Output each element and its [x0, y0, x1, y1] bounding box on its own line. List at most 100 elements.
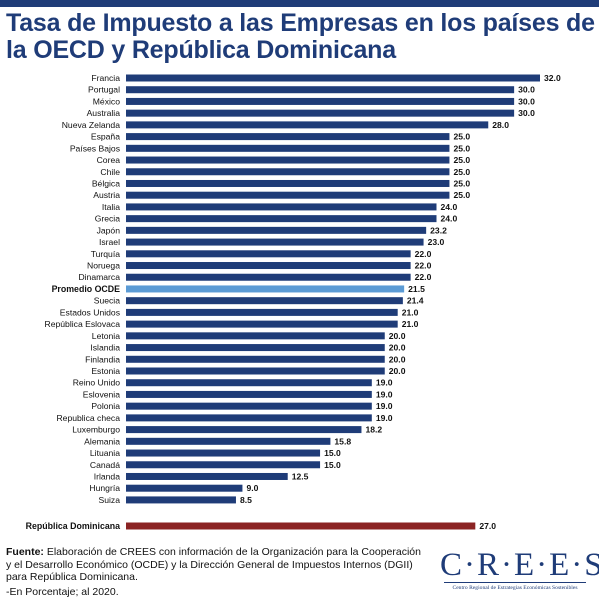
- category-label-canada: Canadá: [90, 460, 120, 470]
- category-label-hungria: Hungría: [89, 483, 120, 493]
- value-label-promedio-ocde: 21.5: [408, 284, 425, 294]
- value-label-letonia: 20.0: [389, 331, 406, 341]
- bar-canada: [126, 461, 321, 469]
- value-label-israel: 23.0: [428, 237, 445, 247]
- value-label-paises-bajos: 25.0: [453, 143, 470, 153]
- bar-polonia: [126, 402, 372, 410]
- category-label-irlanda: Irlanda: [94, 471, 120, 481]
- bar-reino-unido: [126, 379, 372, 387]
- category-label-nueva-zelanda: Nueva Zelanda: [62, 120, 121, 130]
- value-label-islandia: 20.0: [389, 343, 406, 353]
- logo-wordmark: C·R·E·E·S: [440, 547, 599, 583]
- value-label-suiza: 8.5: [240, 495, 252, 505]
- category-label-mexico: México: [93, 96, 120, 106]
- chart-title: Tasa de Impuesto a las Empresas en los p…: [6, 9, 595, 64]
- value-label-corea: 25.0: [453, 155, 470, 165]
- value-label-lituania: 15.0: [324, 448, 341, 458]
- value-label-republica-eslovaca: 21.0: [402, 319, 419, 329]
- category-label-estados-unidos: Estados Unidos: [60, 307, 120, 317]
- value-label-chile: 25.0: [453, 167, 470, 177]
- value-label-republica-dominicana: 27.0: [479, 521, 496, 531]
- category-label-reino-unido: Reino Unido: [73, 378, 121, 388]
- value-label-belgica: 25.0: [453, 178, 470, 188]
- value-label-turquia: 22.0: [415, 249, 432, 259]
- bar-lituania: [126, 449, 321, 457]
- category-label-dinamarca: Dinamarca: [78, 272, 120, 282]
- category-label-finlandia: Finlandia: [85, 354, 120, 364]
- value-label-finlandia: 20.0: [389, 354, 406, 364]
- value-label-estonia: 20.0: [389, 366, 406, 376]
- category-label-corea: Corea: [97, 155, 121, 165]
- value-label-grecia: 24.0: [441, 214, 458, 224]
- category-label-eslovenia: Eslovenia: [83, 389, 120, 399]
- value-label-luxemburgo: 18.2: [365, 425, 382, 435]
- logo-subtitle: Centro Regional de Estrategias Económica…: [444, 582, 586, 591]
- category-label-estonia: Estonia: [91, 366, 120, 376]
- category-label-letonia: Letonia: [92, 331, 120, 341]
- value-label-espana: 25.0: [453, 132, 470, 142]
- bar-italia: [126, 203, 437, 211]
- bar-noruega: [126, 262, 411, 270]
- bar-luxemburgo: [126, 426, 362, 434]
- value-label-polonia: 19.0: [376, 401, 393, 411]
- value-label-alemania: 15.8: [334, 436, 351, 446]
- bar-australia: [126, 109, 515, 117]
- bar-promedio-ocde: [126, 285, 405, 293]
- bar-alemania: [126, 437, 331, 445]
- bar-estados-unidos: [126, 308, 398, 316]
- value-label-noruega: 22.0: [415, 261, 432, 271]
- bar-turquia: [126, 250, 411, 258]
- bar-espana: [126, 133, 450, 141]
- category-label-paises-bajos: Países Bajos: [70, 143, 120, 153]
- bar-republica-dominicana: [126, 522, 476, 530]
- category-label-chile: Chile: [100, 167, 120, 177]
- value-label-eslovenia: 19.0: [376, 389, 393, 399]
- category-label-japon: Japón: [97, 225, 121, 235]
- bar-nueva-zelanda: [126, 121, 489, 129]
- value-label-nueva-zelanda: 28.0: [492, 120, 509, 130]
- value-label-canada: 15.0: [324, 460, 341, 470]
- value-label-irlanda: 12.5: [292, 471, 309, 481]
- source-note: Fuente: Elaboración de CREES con informa…: [6, 546, 426, 584]
- bar-republica-checa: [126, 414, 372, 422]
- bar-irlanda: [126, 472, 288, 480]
- value-label-reino-unido: 19.0: [376, 378, 393, 388]
- category-label-alemania: Alemania: [84, 436, 120, 446]
- category-label-grecia: Grecia: [95, 214, 121, 224]
- bar-grecia: [126, 215, 437, 223]
- top-accent-bar: [0, 0, 599, 7]
- category-label-belgica: Bélgica: [92, 178, 120, 188]
- value-label-italia: 24.0: [441, 202, 458, 212]
- bar-paises-bajos: [126, 144, 450, 152]
- category-label-francia: Francia: [91, 73, 120, 83]
- category-label-portugal: Portugal: [88, 85, 120, 95]
- bar-israel: [126, 238, 424, 246]
- source-text: Elaboración de CREES con información de …: [6, 546, 421, 583]
- value-label-suecia: 21.4: [407, 296, 424, 306]
- bar-chart: Francia 32.0 Portugal 30.0 México 30.0 Austral…: [26, 73, 561, 531]
- value-label-estados-unidos: 21.0: [402, 307, 419, 317]
- bar-letonia: [126, 332, 385, 340]
- category-label-austria: Austria: [93, 190, 120, 200]
- category-label-espana: España: [91, 132, 120, 142]
- units-note: -En Porcentaje; al 2020.: [6, 586, 119, 598]
- category-label-italia: Italia: [102, 202, 120, 212]
- bar-corea: [126, 156, 450, 164]
- category-label-islandia: Islandia: [90, 343, 120, 353]
- category-label-turquia: Turquía: [91, 249, 121, 259]
- crees-logo: C·R·E·E·S Centro Regional de Estrategias…: [440, 547, 599, 591]
- source-label: Fuente:: [6, 546, 44, 558]
- bar-estonia: [126, 367, 385, 375]
- category-label-lituania: Lituania: [90, 448, 120, 458]
- bar-japon: [126, 226, 427, 234]
- category-label-republica-dominicana: República Dominicana: [26, 521, 120, 531]
- value-label-portugal: 30.0: [518, 85, 535, 95]
- bar-chile: [126, 168, 450, 176]
- value-label-japon: 23.2: [430, 225, 447, 235]
- value-label-dinamarca: 22.0: [415, 272, 432, 282]
- category-label-promedio-ocde: Promedio OCDE: [52, 284, 121, 294]
- bar-suecia: [126, 297, 403, 305]
- bar-suiza: [126, 496, 236, 504]
- bar-hungria: [126, 484, 243, 492]
- bar-austria: [126, 191, 450, 199]
